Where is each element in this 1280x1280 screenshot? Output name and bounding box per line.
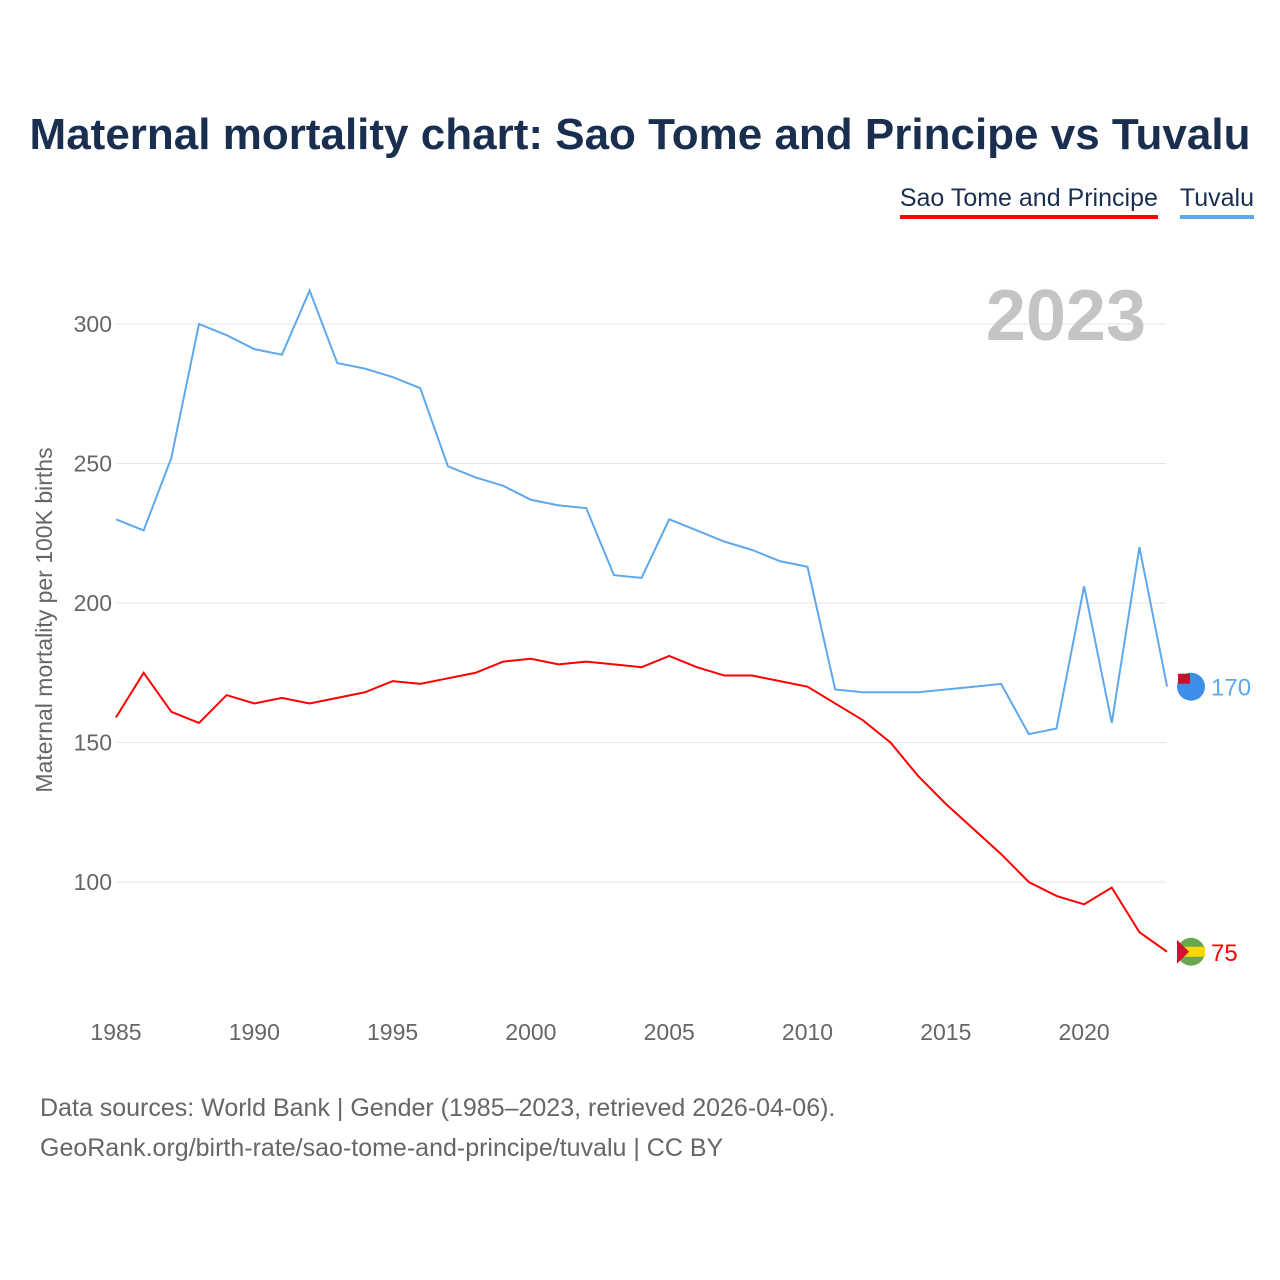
y-tick-label: 200 bbox=[74, 590, 112, 616]
legend-item-sao-tome[interactable]: Sao Tome and Principe bbox=[899, 184, 1158, 219]
legend: Sao Tome and Principe Tuvalu bbox=[899, 184, 1254, 219]
footer: Data sources: World Bank | Gender (1985–… bbox=[40, 1088, 835, 1168]
source-text: Data sources: World Bank | Gender (1985–… bbox=[40, 1094, 836, 1122]
x-tick-label: 1985 bbox=[90, 1019, 141, 1045]
x-tick-label: 2010 bbox=[782, 1019, 833, 1045]
year-label: 2023 bbox=[986, 276, 1146, 356]
series-line-sao-tome bbox=[115, 654, 1168, 953]
y-tick-label: 300 bbox=[74, 311, 112, 337]
chart-title: Maternal mortality chart: Sao Tome and P… bbox=[29, 110, 1251, 159]
x-tick-label: 2015 bbox=[920, 1019, 971, 1045]
flag-triangle bbox=[1177, 939, 1189, 964]
source-link[interactable]: GeoRank.org/birth-rate/sao-tome-and-prin… bbox=[40, 1134, 724, 1162]
x-tick-label: 2000 bbox=[505, 1019, 556, 1045]
y-tick-label: 250 bbox=[74, 451, 112, 477]
end-value-label: 75 bbox=[1211, 940, 1238, 967]
y-axis-label: Maternal mortality per 100K births bbox=[31, 447, 57, 792]
x-tick-label: 2005 bbox=[644, 1019, 695, 1045]
x-tick-label: 1990 bbox=[229, 1019, 280, 1045]
x-tick-label: 2020 bbox=[1059, 1019, 1110, 1045]
legend-item-tuvalu[interactable]: Tuvalu bbox=[1179, 184, 1254, 219]
series-line-tuvalu bbox=[115, 287, 1169, 736]
x-tick-label: 1995 bbox=[367, 1019, 418, 1045]
y-tick-label: 100 bbox=[74, 869, 112, 895]
end-value-label: 170 bbox=[1211, 675, 1251, 702]
flag-stripe bbox=[1177, 946, 1205, 957]
y-tick-label: 150 bbox=[74, 730, 112, 756]
flag-union-jack bbox=[1178, 673, 1190, 684]
